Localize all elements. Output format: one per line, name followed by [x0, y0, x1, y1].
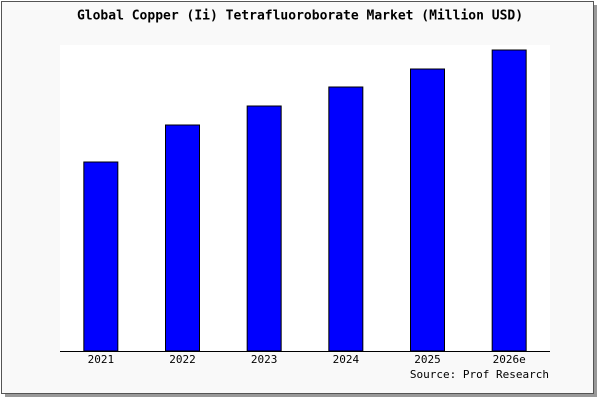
x-tick-label: 2021	[88, 353, 115, 366]
bar	[165, 124, 200, 352]
bar	[491, 49, 527, 352]
source-note: Source: Prof Research	[410, 368, 549, 381]
x-tick-label: 2022	[169, 353, 196, 366]
chart-title: Global Copper (Ii) Tetrafluoroborate Mar…	[77, 9, 523, 24]
bar	[83, 161, 119, 352]
x-tick-label: 2024	[333, 353, 360, 366]
bar	[410, 68, 445, 352]
x-tick-label: 2026e	[493, 353, 526, 366]
bar	[328, 86, 364, 352]
plot-area	[60, 45, 550, 351]
x-tick-label: 2025	[414, 353, 441, 366]
bar	[246, 105, 282, 352]
x-tick-label: 2023	[251, 353, 278, 366]
